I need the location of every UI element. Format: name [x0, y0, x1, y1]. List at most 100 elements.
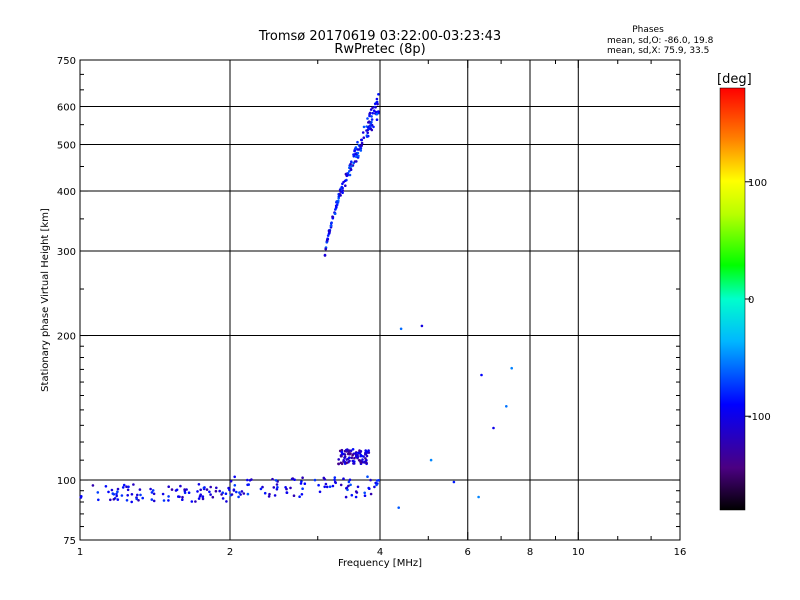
data-point [115, 492, 118, 496]
data-point [208, 490, 211, 494]
data-point [235, 490, 238, 494]
data-point [229, 479, 233, 483]
data-point [116, 498, 120, 501]
data-point [109, 498, 112, 502]
data-point [369, 492, 373, 496]
colorbar [719, 87, 746, 511]
data-point [205, 488, 209, 491]
data-point [346, 174, 349, 177]
grid-lines [80, 60, 680, 540]
data-point [190, 500, 194, 503]
data-point [237, 495, 240, 499]
data-point [317, 483, 320, 487]
data-point [351, 453, 354, 457]
data-point [349, 483, 352, 487]
data-point [338, 193, 342, 196]
data-point [284, 486, 287, 489]
data-point [197, 483, 201, 486]
data-point [365, 135, 369, 138]
data-point [355, 491, 359, 494]
data-point [300, 493, 304, 496]
data-point [91, 484, 95, 487]
data-point [350, 456, 354, 460]
data-point [349, 167, 353, 171]
data-point [510, 366, 513, 370]
data-point [127, 485, 130, 489]
chart-subtitle: RwPretec (8p) [334, 42, 425, 57]
data-point [354, 495, 358, 499]
data-point [373, 102, 377, 106]
data-point [375, 118, 379, 121]
data-point [152, 499, 156, 503]
data-point [246, 492, 250, 496]
data-point [273, 494, 277, 497]
data-point [196, 490, 199, 493]
data-point [162, 499, 166, 502]
data-point [333, 476, 337, 479]
data-point [356, 148, 359, 151]
y-tick-label: 600 [57, 103, 76, 114]
data-point [161, 492, 165, 496]
data-point [232, 489, 236, 492]
data-point [170, 488, 174, 491]
data-point [348, 478, 352, 482]
y-tick-label: 100 [57, 476, 76, 487]
data-point [214, 489, 218, 493]
data-point [374, 106, 377, 109]
data-point [301, 487, 304, 491]
data-point [365, 454, 369, 458]
data-point [120, 494, 124, 497]
chart-title: Tromsø 20170619 03:22:00-03:23:43 [258, 29, 501, 44]
x-tick-label: 6 [465, 547, 471, 558]
data-point [347, 480, 351, 484]
data-point [348, 459, 351, 463]
y-tick-label: 75 [63, 536, 76, 547]
data-point [374, 110, 378, 114]
data-point [350, 165, 353, 168]
data-point [104, 485, 108, 488]
data-point [340, 450, 344, 454]
data-point [361, 458, 364, 461]
data-point [352, 153, 355, 156]
data-point [110, 488, 114, 492]
data-point [259, 487, 263, 491]
data-point [136, 493, 139, 497]
data-point [361, 131, 365, 134]
data-point [250, 478, 253, 481]
data-point [367, 120, 371, 123]
data-point [399, 327, 403, 331]
y-tick-label: 400 [57, 187, 76, 198]
data-point [325, 241, 329, 244]
data-point [341, 191, 344, 194]
data-point [272, 486, 276, 489]
data-point [375, 100, 379, 104]
data-point [292, 494, 296, 498]
colorbar-tick-label: 0 [748, 295, 754, 306]
data-point [369, 127, 373, 130]
data-point [221, 497, 225, 500]
data-point [352, 462, 356, 465]
data-point [492, 426, 495, 430]
data-point [175, 488, 179, 492]
data-point [198, 495, 202, 498]
data-point [238, 491, 241, 494]
data-point [187, 491, 191, 495]
data-point [367, 449, 370, 452]
data-point [348, 456, 351, 460]
data-point [107, 490, 110, 494]
x-axis-label: Frequency [MHz] [338, 558, 422, 569]
data-point [350, 160, 353, 163]
data-point [218, 489, 221, 493]
data-point [360, 141, 364, 145]
data-point [370, 115, 373, 118]
data-point [350, 493, 354, 497]
data-point [335, 200, 339, 203]
data-point [335, 203, 339, 207]
data-point [375, 479, 379, 482]
data-point [452, 480, 456, 484]
data-point [326, 234, 330, 237]
data-point [203, 486, 206, 489]
data-point [274, 479, 278, 482]
data-point [362, 136, 366, 139]
data-point [373, 485, 376, 489]
